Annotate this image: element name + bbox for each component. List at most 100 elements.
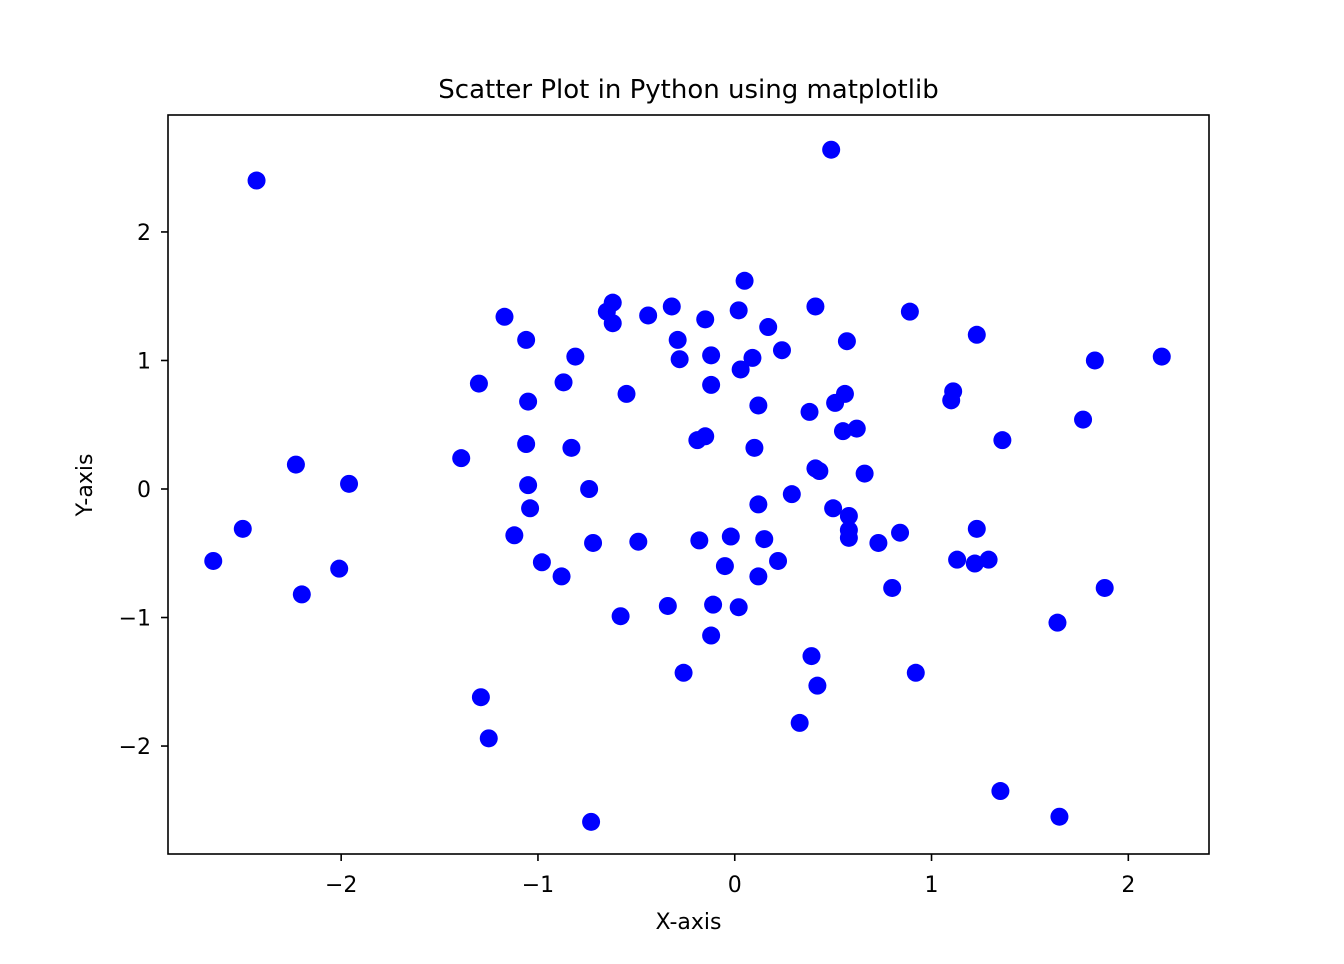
scatter-point: [452, 449, 471, 468]
scatter-point: [745, 438, 764, 457]
scatter-point: [233, 519, 252, 538]
scatter-point: [993, 431, 1012, 450]
scatter-point: [906, 663, 925, 682]
scatter-point: [662, 297, 681, 316]
scatter-point: [965, 554, 984, 573]
scatter-point: [979, 550, 998, 569]
scatter-point: [967, 325, 986, 344]
scatter-point: [749, 567, 768, 586]
y-tick-label: −2: [119, 735, 151, 760]
scatter-point: [554, 373, 573, 392]
scatter-point: [629, 532, 648, 551]
scatter-point: [729, 598, 748, 617]
x-tick-label: −1: [522, 873, 554, 898]
scatter-point: [674, 663, 693, 682]
scatter-point: [690, 531, 709, 550]
scatter-point: [658, 596, 677, 615]
scatter-point: [552, 567, 571, 586]
scatter-point: [942, 391, 961, 410]
scatter-point: [247, 171, 266, 190]
scatter-point: [837, 332, 856, 351]
scatter-point: [330, 559, 349, 578]
scatter-point: [562, 438, 581, 457]
y-tick-label: 2: [137, 221, 151, 246]
scatter-point: [749, 396, 768, 415]
scatter-point: [735, 271, 754, 290]
x-axis-label: X-axis: [656, 910, 722, 935]
chart-title: Scatter Plot in Python using matplotlib: [438, 75, 938, 105]
scatter-point: [948, 550, 967, 569]
scatter-point: [755, 530, 774, 549]
scatter-point: [826, 393, 845, 412]
scatter-point: [519, 476, 538, 495]
scatter-point: [1048, 613, 1067, 632]
scatter-point: [704, 595, 723, 614]
scatter-point: [505, 526, 524, 545]
scatter-point: [702, 346, 721, 365]
scatter-point: [991, 782, 1010, 801]
scatter-point: [1095, 578, 1114, 597]
y-tick-label: 1: [137, 349, 151, 374]
scatter-point: [772, 341, 791, 360]
scatter-point: [967, 519, 986, 538]
scatter-point: [670, 350, 689, 369]
scatter-point: [808, 676, 827, 695]
scatter-point: [292, 585, 311, 604]
scatter-point: [517, 435, 536, 454]
scatter-point: [749, 495, 768, 514]
y-tick-label: 0: [137, 478, 151, 503]
scatter-point: [584, 533, 603, 552]
scatter-point: [471, 688, 490, 707]
scatter-point: [824, 499, 843, 518]
scatter-point: [869, 533, 888, 552]
scatter-point: [729, 301, 748, 320]
scatter-point: [603, 314, 622, 333]
scatter-point: [810, 462, 829, 481]
scatter-point: [1085, 351, 1104, 370]
x-tick-label: −2: [325, 873, 357, 898]
scatter-point: [639, 306, 658, 325]
scatter-point: [611, 607, 630, 626]
scatter-point: [900, 302, 919, 321]
scatter-point: [1050, 807, 1069, 826]
scatter-point: [702, 375, 721, 394]
scatter-point: [715, 557, 734, 576]
scatter-point: [782, 485, 801, 504]
y-axis-label: Y-axis: [73, 454, 98, 518]
scatter-point: [839, 506, 858, 525]
scatter-point: [721, 527, 740, 546]
plot-area-frame: [167, 114, 1210, 855]
scatter-point: [833, 422, 852, 441]
scatter-point: [204, 551, 223, 570]
scatter-point: [1074, 410, 1093, 429]
scatter-point: [855, 464, 874, 483]
scatter-point: [743, 348, 762, 367]
scatter-point: [806, 297, 825, 316]
scatter-point: [286, 455, 305, 474]
scatter-point: [532, 553, 551, 572]
x-tick-label: 1: [925, 873, 939, 898]
points-layer: [204, 140, 1171, 831]
scatter-point: [566, 347, 585, 366]
scatter-point: [759, 318, 778, 337]
scatter-point: [802, 647, 821, 666]
scatter-point: [519, 392, 538, 411]
x-tick-label: 2: [1121, 873, 1135, 898]
scatter-point: [800, 402, 819, 421]
scatter-point: [847, 419, 866, 438]
y-tick-label: −1: [119, 607, 151, 632]
scatter-point: [1152, 347, 1171, 366]
scatter-point: [790, 713, 809, 732]
scatter-point: [582, 812, 601, 831]
y-axis-ticks: −2 −1 0 1 2: [119, 221, 168, 760]
scatter-point: [479, 729, 498, 748]
scatter-point: [517, 330, 536, 349]
scatter-point: [580, 479, 599, 498]
scatter-point: [617, 384, 636, 403]
scatter-point: [688, 431, 707, 450]
scatter-point: [731, 360, 750, 379]
x-tick-label: 0: [728, 873, 742, 898]
scatter-point: [822, 140, 841, 159]
